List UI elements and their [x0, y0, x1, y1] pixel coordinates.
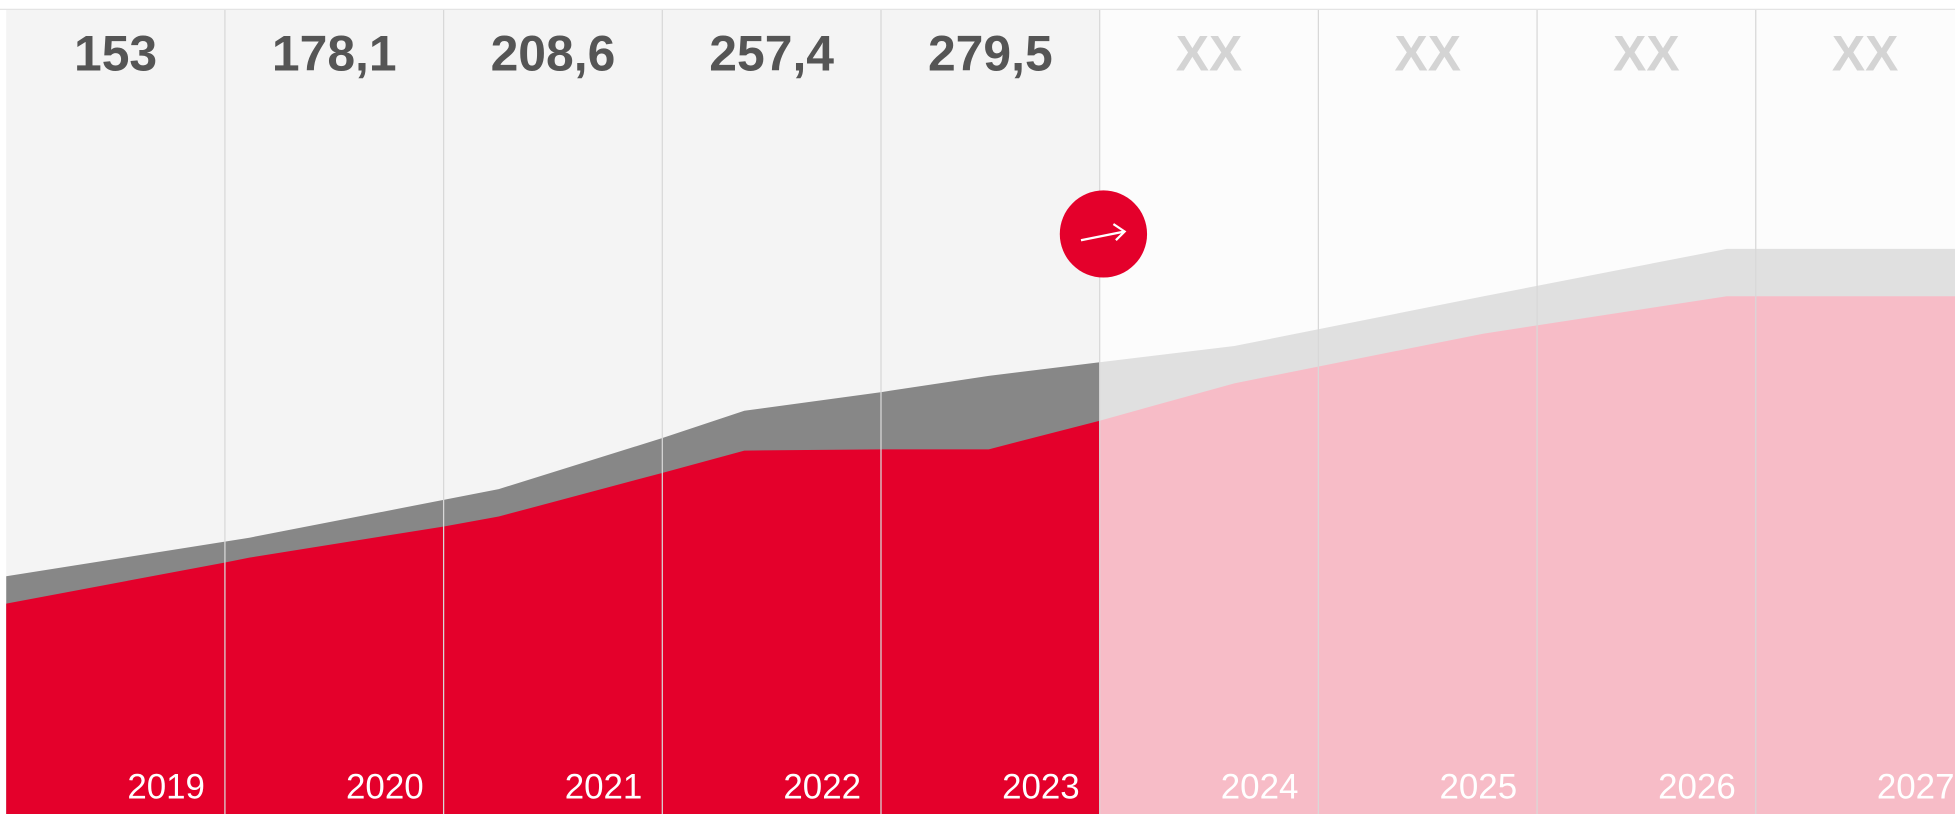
- arrow-shaft: [1080, 230, 1125, 242]
- column-value: XX: [1394, 25, 1461, 81]
- column-year: 2019: [127, 767, 205, 806]
- column-year: 2025: [1439, 767, 1517, 806]
- column-value: XX: [1832, 25, 1899, 81]
- future-pink-area: [1099, 296, 1955, 814]
- column-year: 2021: [565, 767, 643, 806]
- column-value: XX: [1613, 25, 1680, 81]
- column-value: 178,1: [272, 25, 397, 81]
- column-value: 153: [74, 25, 157, 81]
- forward-button[interactable]: [1059, 190, 1148, 278]
- column-year: 2023: [1002, 767, 1080, 806]
- past-red-area: [6, 420, 1100, 814]
- column-value: 279,5: [928, 25, 1053, 81]
- button-circle[interactable]: [1059, 190, 1148, 278]
- arrow-head: [1112, 223, 1127, 242]
- column-year: 2022: [783, 767, 861, 806]
- column-value: 208,6: [491, 25, 616, 81]
- column-year: 2027: [1877, 767, 1955, 806]
- column-year: 2024: [1221, 767, 1299, 806]
- column-year: 2020: [346, 767, 424, 806]
- column-year: 2026: [1658, 767, 1736, 806]
- column-value: XX: [1176, 25, 1243, 81]
- column-value: 257,4: [709, 25, 834, 81]
